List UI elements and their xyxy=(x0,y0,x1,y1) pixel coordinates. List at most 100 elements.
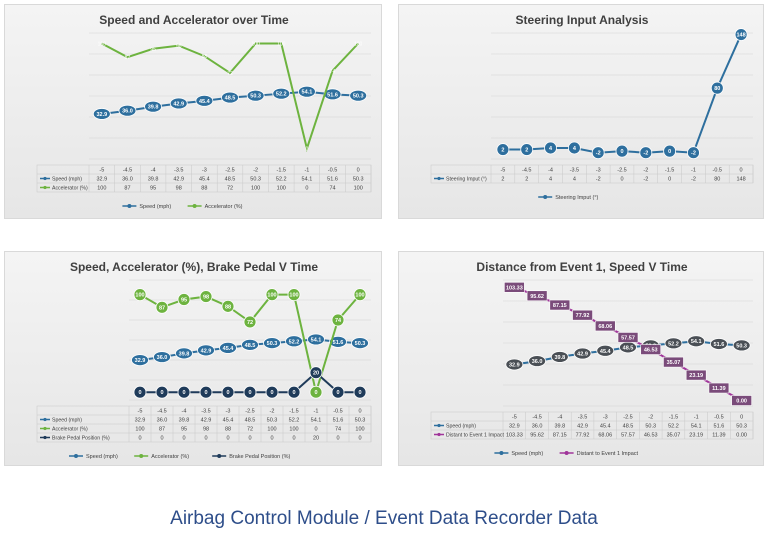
chart-panel-speed-accelerator-brake: Speed, Accelerator (%), Brake Pedal V Ti… xyxy=(4,251,382,466)
data-label: 36.0 xyxy=(122,109,133,115)
table-cell: 39.8 xyxy=(554,424,565,430)
table-cell: 98 xyxy=(203,427,209,433)
data-point xyxy=(572,309,593,321)
table-cell: 100 xyxy=(251,186,260,192)
data-label: -2 xyxy=(643,151,648,157)
data-label: 0 xyxy=(204,390,207,396)
data-label: 51.6 xyxy=(714,342,725,348)
data-point xyxy=(731,395,752,406)
table-series-name: Speed (mph) xyxy=(52,418,82,424)
chart-title: Speed, Accelerator (%), Brake Pedal V Ti… xyxy=(70,260,318,274)
data-label: 45.4 xyxy=(600,349,612,355)
data-label: 87 xyxy=(125,55,131,61)
table-cell: 57.57 xyxy=(621,433,635,439)
data-point xyxy=(331,313,345,327)
series-line xyxy=(101,42,359,153)
legend-entry: Steering Imput (°) xyxy=(555,195,598,201)
data-point xyxy=(734,28,748,41)
table-cell: 88 xyxy=(225,427,231,433)
table-cell: 50.3 xyxy=(267,418,278,424)
table-cell: 50.3 xyxy=(250,177,261,183)
data-label: 4 xyxy=(573,146,577,152)
data-label: 0 xyxy=(160,390,163,396)
table-cell: 52.2 xyxy=(289,418,300,424)
data-label: 45.4 xyxy=(223,346,235,352)
data-label: 32.9 xyxy=(509,362,520,368)
tick-label: -3.5 xyxy=(201,409,210,415)
data-label: 77.92 xyxy=(576,313,590,319)
data-point xyxy=(177,385,191,399)
table-cell: 51.6 xyxy=(327,177,338,183)
data-label: 54.1 xyxy=(302,90,313,96)
data-point xyxy=(287,288,301,302)
table-series-name: Distant to Event 1 Impact xyxy=(446,433,505,439)
tick-label: -4.5 xyxy=(522,168,531,174)
chart-steering: Steering Input Analysis 2 2 4 4 -2 0 -2 0 -2 80 148… xyxy=(430,13,754,201)
data-label: 100 xyxy=(277,42,286,48)
table-cell: 100 xyxy=(354,186,363,192)
data-point xyxy=(309,366,323,380)
data-label: 52.2 xyxy=(668,341,679,347)
data-point xyxy=(550,351,569,363)
data-label: 72 xyxy=(247,320,253,326)
table-cell: 2 xyxy=(525,177,528,183)
data-point xyxy=(263,337,281,350)
data-point xyxy=(353,385,367,399)
legend-entry: Distant to Event 1 Impact xyxy=(577,451,639,457)
tick-label: -2 xyxy=(648,415,653,421)
data-label: 0 xyxy=(620,149,623,155)
tick-label: -0.5 xyxy=(333,409,342,415)
tick-label: -1.5 xyxy=(669,415,678,421)
data-point xyxy=(92,108,111,120)
table-cell: 42.9 xyxy=(577,424,588,430)
data-point xyxy=(221,91,239,104)
table-cell: 51.6 xyxy=(714,424,725,430)
data-label: 50.3 xyxy=(267,341,278,347)
data-point xyxy=(710,338,728,350)
data-label: -2 xyxy=(691,151,696,157)
table-cell: 36.0 xyxy=(122,177,133,183)
chart-title: Steering Input Analysis xyxy=(516,13,649,27)
data-label: 52.2 xyxy=(276,92,287,98)
data-point xyxy=(687,146,700,160)
data-point xyxy=(195,94,214,107)
table-cell: 54.1 xyxy=(311,418,322,424)
table-cell: 100 xyxy=(267,427,276,433)
tick-label: -1.5 xyxy=(289,409,298,415)
data-point xyxy=(544,141,557,155)
table-cell: 23.19 xyxy=(689,433,703,439)
tick-label: -2 xyxy=(270,409,275,415)
table-cell: 100 xyxy=(277,186,286,192)
data-label: 48.5 xyxy=(225,96,236,102)
table-cell: 45.4 xyxy=(223,418,234,424)
tick-label: -4.5 xyxy=(157,409,166,415)
data-label: 87.15 xyxy=(553,303,567,309)
data-label: 100 xyxy=(135,293,144,299)
table-cell: 103.33 xyxy=(506,433,523,439)
tick-label: -1 xyxy=(304,168,309,174)
data-point xyxy=(615,144,629,158)
table-cell: 32.9 xyxy=(509,424,520,430)
data-label: 0 xyxy=(314,390,317,396)
data-point xyxy=(309,385,323,399)
data-point xyxy=(155,385,169,399)
data-label: 32.9 xyxy=(135,358,146,364)
data-label: 20 xyxy=(313,371,319,377)
table-cell: 39.8 xyxy=(148,177,159,183)
table-series-name: Accelerator (%) xyxy=(52,186,88,192)
table-legend-key xyxy=(43,176,47,181)
data-label: 4 xyxy=(549,146,553,152)
data-label: 54.1 xyxy=(311,337,322,343)
tick-label: -1.5 xyxy=(665,168,674,174)
data-label: 42.9 xyxy=(173,101,184,107)
table-series-name: Speed (mph) xyxy=(52,177,82,183)
data-label: 100 xyxy=(267,293,276,299)
data-label: 46.53 xyxy=(644,348,658,354)
data-label: 48.5 xyxy=(245,343,256,349)
data-label: 100 xyxy=(355,293,364,299)
tick-label: -4.5 xyxy=(123,168,132,174)
table-cell: 36.0 xyxy=(157,418,168,424)
table-cell: 68.06 xyxy=(598,433,612,439)
table-cell: 51.6 xyxy=(333,418,344,424)
table-series-name: Brake Pedal Position (%) xyxy=(52,436,110,442)
